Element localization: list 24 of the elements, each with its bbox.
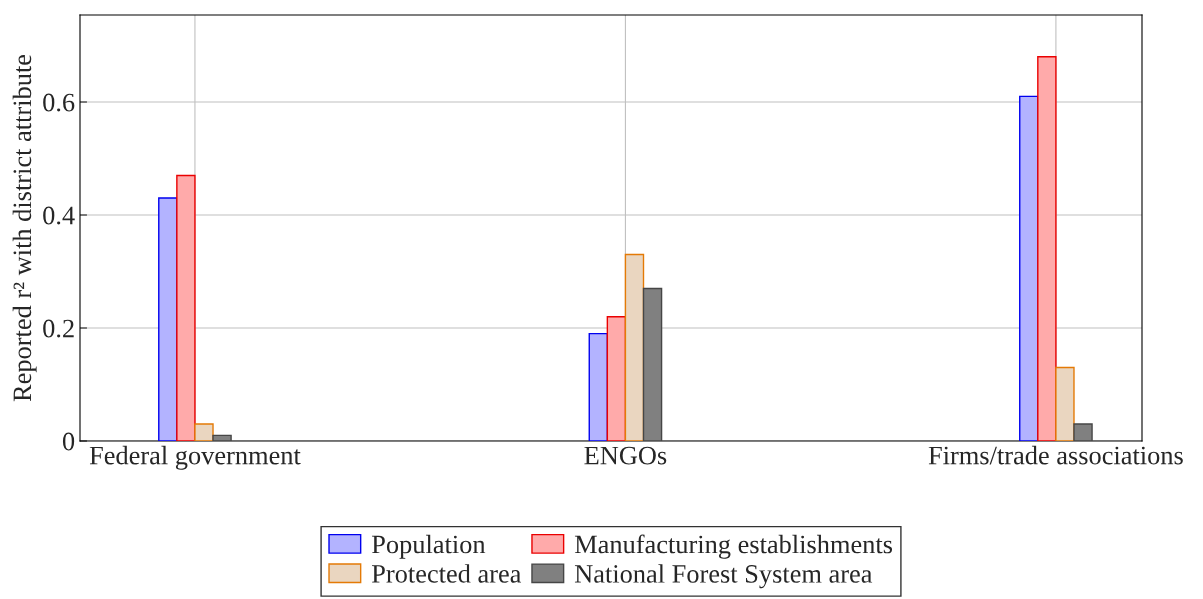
- y-tick-label: 0.2: [43, 319, 74, 338]
- y-axis-title: Reported r² with district attribute: [12, 54, 37, 402]
- bar: [1073, 423, 1093, 441]
- y-tick-label: 0.6: [43, 93, 75, 112]
- bar: [624, 253, 645, 441]
- x-tick-label: ENGOs: [584, 446, 667, 465]
- x-tick-label: Firms/trade associations: [928, 445, 1183, 465]
- legend-label: Protected area: [371, 564, 522, 583]
- bar: [1019, 95, 1039, 441]
- bar: [158, 197, 178, 441]
- bar: [588, 332, 609, 441]
- legend-label: Population: [371, 534, 486, 559]
- bar: [1037, 56, 1057, 441]
- bar: [606, 316, 627, 441]
- bar: [176, 174, 196, 441]
- bar: [194, 423, 214, 441]
- y-tick-label: 0: [62, 432, 75, 451]
- bar: [642, 287, 663, 441]
- bar: [212, 434, 232, 441]
- legend-label: National Forest System area: [574, 564, 873, 589]
- y-tick-label: 0.4: [43, 206, 75, 225]
- legend-label: Manufacturing establishments: [574, 534, 893, 559]
- x-tick-label: Federal government: [89, 445, 301, 470]
- bar: [1055, 366, 1075, 441]
